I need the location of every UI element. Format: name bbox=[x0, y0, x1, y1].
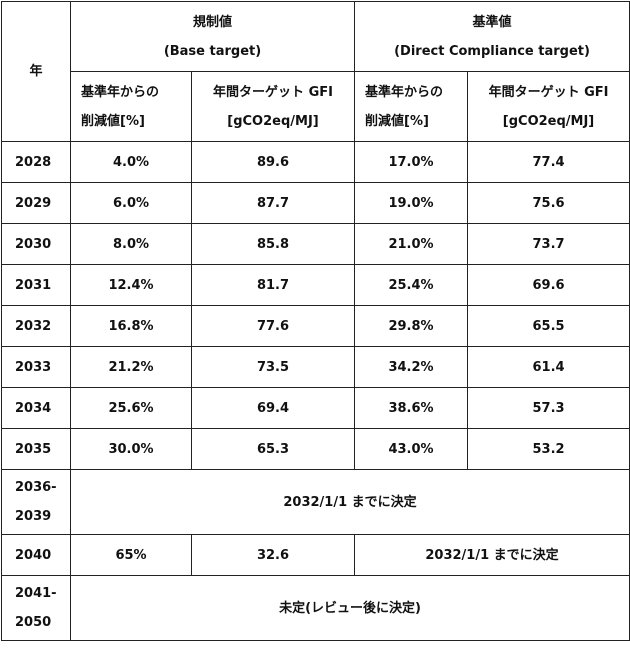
base-reduction-cell: 25.6% bbox=[70, 387, 192, 429]
direct-compliance-title: 基準値 bbox=[472, 14, 512, 30]
dc-reduction-cell: 21.0% bbox=[354, 223, 469, 265]
reduction-header-line1: 基準年からの bbox=[365, 84, 444, 100]
year-range-cell: 2041- 2050 bbox=[1, 575, 71, 641]
base-reduction-header: 基準年からの 削減値[%] bbox=[70, 71, 192, 142]
dc-reduction-cell: 43.0% bbox=[354, 428, 469, 470]
table-row: 2033 21.2% 73.5 34.2% 61.4 bbox=[1, 346, 630, 388]
base-gfi-cell: 32.6 bbox=[190, 534, 356, 576]
reduction-header-line2: 削減値[%] bbox=[365, 113, 429, 129]
year-cell: 2028 bbox=[1, 141, 71, 183]
dc-gfi-cell: 75.6 bbox=[467, 182, 630, 224]
base-gfi-cell: 73.5 bbox=[190, 346, 356, 388]
base-reduction-cell: 6.0% bbox=[70, 182, 192, 224]
year-range-cell: 2036- 2039 bbox=[1, 469, 71, 535]
year-cell: 2035 bbox=[1, 428, 71, 470]
dc-gfi-cell: 53.2 bbox=[467, 428, 630, 470]
dc-gfi-cell: 61.4 bbox=[467, 346, 630, 388]
table-row: 2028 4.0% 89.6 17.0% 77.4 bbox=[1, 141, 630, 183]
gfi-header-line1: 年間ターゲット GFI bbox=[213, 84, 333, 100]
base-gfi-cell: 89.6 bbox=[190, 141, 356, 183]
base-target-subtitle: (Base target) bbox=[163, 43, 262, 59]
base-reduction-cell: 12.4% bbox=[70, 264, 192, 306]
base-reduction-cell: 16.8% bbox=[70, 305, 192, 347]
year-cell: 2034 bbox=[1, 387, 71, 429]
table-row: 2030 8.0% 85.8 21.0% 73.7 bbox=[1, 223, 630, 265]
base-gfi-cell: 81.7 bbox=[190, 264, 356, 306]
decision-note-cell: 2032/1/1 までに決定 bbox=[69, 469, 630, 535]
dc-reduction-cell: 29.8% bbox=[354, 305, 469, 347]
direct-compliance-subtitle: (Direct Compliance target) bbox=[394, 43, 590, 59]
year-cell: 2030 bbox=[1, 223, 71, 265]
dc-gfi-cell: 69.6 bbox=[467, 264, 630, 306]
dc-reduction-header: 基準年からの 削減値[%] bbox=[354, 71, 469, 142]
gfi-target-table: 年 規制値 (Base target) 基準値 (Direct Complian… bbox=[1, 1, 630, 641]
year-range-end: 2050 bbox=[15, 615, 52, 630]
base-reduction-cell: 8.0% bbox=[70, 223, 192, 265]
dc-gfi-cell: 73.7 bbox=[467, 223, 630, 265]
base-reduction-cell: 4.0% bbox=[70, 141, 192, 183]
year-cell: 2029 bbox=[1, 182, 71, 224]
gfi-header-line1: 年間ターゲット GFI bbox=[488, 84, 609, 100]
base-gfi-header: 年間ターゲット GFI [gCO2eq/MJ] bbox=[190, 71, 356, 142]
undecided-note-cell: 未定(レビュー後に決定) bbox=[69, 575, 630, 641]
table-row-2036-2039: 2036- 2039 2032/1/1 までに決定 bbox=[1, 469, 630, 535]
gfi-header-line2: [gCO2eq/MJ] bbox=[502, 113, 595, 129]
year-cell: 2033 bbox=[1, 346, 71, 388]
year-range-start: 2036- bbox=[15, 480, 57, 495]
table-row: 2035 30.0% 65.3 43.0% 53.2 bbox=[1, 428, 630, 470]
dc-decision-note-cell: 2032/1/1 までに決定 bbox=[354, 534, 630, 576]
base-reduction-cell: 21.2% bbox=[70, 346, 192, 388]
table-row-2041-2050: 2041- 2050 未定(レビュー後に決定) bbox=[1, 575, 630, 641]
base-gfi-cell: 85.8 bbox=[190, 223, 356, 265]
table-row: 2031 12.4% 81.7 25.4% 69.6 bbox=[1, 264, 630, 306]
direct-compliance-header: 基準値 (Direct Compliance target) bbox=[354, 1, 630, 72]
table-row-2040: 2040 65% 32.6 2032/1/1 までに決定 bbox=[1, 534, 630, 576]
dc-reduction-cell: 17.0% bbox=[354, 141, 469, 183]
base-reduction-cell: 30.0% bbox=[70, 428, 192, 470]
dc-reduction-cell: 25.4% bbox=[354, 264, 469, 306]
table-row: 2029 6.0% 87.7 19.0% 75.6 bbox=[1, 182, 630, 224]
year-cell: 2040 bbox=[1, 534, 71, 576]
year-cell: 2031 bbox=[1, 264, 71, 306]
gfi-header-line2: [gCO2eq/MJ] bbox=[227, 113, 319, 129]
base-gfi-cell: 69.4 bbox=[190, 387, 356, 429]
dc-gfi-cell: 57.3 bbox=[467, 387, 630, 429]
reduction-header-line1: 基準年からの bbox=[81, 84, 160, 100]
dc-gfi-cell: 65.5 bbox=[467, 305, 630, 347]
year-header: 年 bbox=[1, 1, 71, 142]
dc-gfi-cell: 77.4 bbox=[467, 141, 630, 183]
base-gfi-cell: 65.3 bbox=[190, 428, 356, 470]
dc-gfi-header: 年間ターゲット GFI [gCO2eq/MJ] bbox=[467, 71, 630, 142]
base-target-header: 規制値 (Base target) bbox=[69, 1, 356, 72]
year-cell: 2032 bbox=[1, 305, 71, 347]
dc-reduction-cell: 38.6% bbox=[354, 387, 469, 429]
year-range-start: 2041- bbox=[15, 586, 57, 601]
reduction-header-line2: 削減値[%] bbox=[81, 113, 145, 129]
dc-reduction-cell: 34.2% bbox=[354, 346, 469, 388]
dc-reduction-cell: 19.0% bbox=[354, 182, 469, 224]
base-target-title: 規制値 bbox=[193, 14, 233, 30]
year-range-end: 2039 bbox=[15, 509, 52, 524]
base-gfi-cell: 77.6 bbox=[190, 305, 356, 347]
table-row: 2032 16.8% 77.6 29.8% 65.5 bbox=[1, 305, 630, 347]
table-row: 2034 25.6% 69.4 38.6% 57.3 bbox=[1, 387, 630, 429]
base-gfi-cell: 87.7 bbox=[190, 182, 356, 224]
base-reduction-cell: 65% bbox=[70, 534, 192, 576]
